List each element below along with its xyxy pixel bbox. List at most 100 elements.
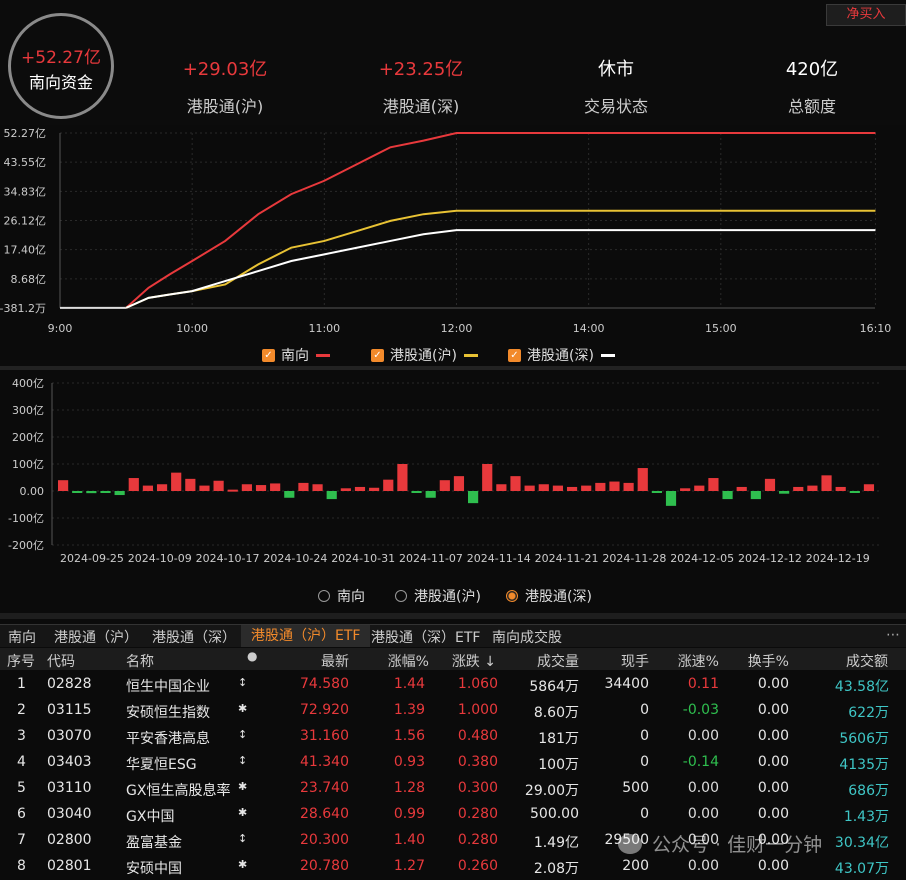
row-flag: ↕: [238, 676, 248, 689]
x-tick-label: 2024-10-09: [128, 552, 192, 565]
col-flag[interactable]: ●: [247, 649, 258, 663]
table-header: 序号 代码 名称 ● 最新 涨幅% 涨跌 ↓ 成交量 现手 涨速% 换手% 成交…: [0, 648, 906, 670]
bar: [284, 491, 295, 498]
table-row[interactable]: 4 03403 华夏恒ESG ↕ 41.340 0.93 0.380 100万 0 -0.14 0.…: [0, 750, 906, 776]
tab-southbound[interactable]: 南向: [8, 630, 36, 646]
bar: [764, 478, 776, 491]
row-change-pct: 1.56: [393, 728, 425, 744]
row-current-hand: 500: [622, 780, 649, 796]
watermark: 公众号 · 佳财一分钟: [618, 830, 822, 857]
x-tick-label: 11:00: [308, 322, 340, 335]
x-tick-label: 10:00: [176, 322, 208, 335]
tab-southbound-stocks[interactable]: 南向成交股: [492, 630, 562, 646]
net-buy-button[interactable]: 净买入: [826, 4, 906, 26]
row-name: 恒生中国企业: [126, 679, 210, 695]
legend-label: 港股通(深): [527, 348, 594, 364]
table-row[interactable]: 1 02828 恒生中国企业 ↕ 74.580 1.44 1.060 5864万 34400 0.…: [0, 672, 906, 698]
row-turnover: 0.00: [757, 676, 789, 692]
southbound-value: +52.27亿: [21, 48, 101, 68]
radio-icon[interactable]: [395, 590, 407, 602]
radio-southbound[interactable]: 南向: [318, 586, 365, 606]
col-last[interactable]: 最新: [321, 654, 349, 670]
bar: [58, 480, 69, 491]
tab-sh[interactable]: 港股通（沪）: [54, 630, 138, 646]
table-row[interactable]: 6 03040 GX中国 ✱ 28.640 0.99 0.280 500.00 0 0.00 0.0…: [0, 802, 906, 828]
bar: [72, 491, 83, 493]
radio-sz[interactable]: 港股通(深): [506, 586, 592, 606]
checkbox-icon[interactable]: ✓: [371, 348, 384, 362]
row-volume: 29.00万: [524, 783, 579, 799]
stat-value: 休市: [598, 59, 634, 80]
x-tick-label: 16:10: [860, 322, 892, 335]
x-tick-label: 14:00: [573, 322, 605, 335]
row-change: 0.280: [457, 832, 498, 848]
bar: [722, 491, 733, 500]
row-amount: 30.34亿: [834, 835, 889, 851]
row-change: 0.480: [457, 728, 498, 744]
bar: [142, 485, 154, 491]
row-change-pct: 1.44: [393, 676, 425, 692]
row-speed: 0.00: [687, 780, 719, 796]
row-code: 02828: [47, 676, 92, 692]
col-code[interactable]: 代码: [47, 654, 75, 670]
table-row[interactable]: 8 02801 安硕中国 ✱ 20.780 1.27 0.260 2.08万 200 0.00 0.…: [0, 854, 906, 880]
row-index: 4: [17, 754, 26, 770]
row-current-hand: 0: [640, 806, 649, 822]
row-flag: ✱: [238, 780, 248, 793]
legend-item-southbound[interactable]: ✓ 南向: [262, 346, 330, 364]
stat-value: 420亿: [785, 59, 839, 80]
tab-sz-etf[interactable]: 港股通（深）ETF: [371, 630, 481, 646]
table-row[interactable]: 5 03110 GX恒生高股息率 ✱ 23.740 1.28 0.300 29.00万 500 0…: [0, 776, 906, 802]
row-index: 7: [17, 832, 26, 848]
col-current-hand[interactable]: 现手: [621, 654, 649, 670]
col-speed[interactable]: 涨速%: [677, 654, 719, 670]
row-code: 03110: [47, 780, 92, 796]
col-volume[interactable]: 成交量: [537, 654, 579, 670]
radio-selected-icon[interactable]: [506, 590, 518, 602]
checkbox-icon[interactable]: ✓: [262, 348, 275, 362]
x-tick-label: 12:00: [441, 322, 473, 335]
row-turnover: 0.00: [757, 702, 789, 718]
radio-icon[interactable]: [318, 590, 330, 602]
y-tick-label: -200亿: [8, 539, 44, 552]
col-change-pct[interactable]: 涨幅%: [387, 654, 429, 670]
row-turnover: 0.00: [757, 754, 789, 770]
stat-sz: +23.25亿 港股通(深): [341, 55, 501, 117]
row-code: 02801: [47, 858, 92, 874]
table-row[interactable]: 2 03115 安硕恒生指数 ✱ 72.920 1.39 1.000 8.60万 0 -0.03 0…: [0, 698, 906, 724]
legend-item-sh[interactable]: ✓ 港股通(沪): [371, 346, 478, 364]
legend-swatch: [600, 353, 615, 357]
ellipsis-icon[interactable]: ⋯: [886, 627, 900, 643]
table-row[interactable]: 3 03070 平安香港高息 ↕ 31.160 1.56 0.480 181万 0 0.00 0.0…: [0, 724, 906, 750]
radio-sh[interactable]: 港股通(沪): [395, 586, 481, 606]
divider: [0, 366, 906, 370]
col-index[interactable]: 序号: [7, 654, 35, 670]
bar: [468, 491, 479, 504]
legend-item-sz[interactable]: ✓ 港股通(深): [508, 346, 615, 364]
col-turnover[interactable]: 换手%: [747, 654, 789, 670]
bar: [453, 476, 465, 491]
col-change[interactable]: 涨跌 ↓: [451, 654, 496, 670]
row-code: 03040: [47, 806, 92, 822]
bar: [482, 464, 493, 491]
bar: [665, 491, 677, 506]
table-row[interactable]: 7 02800 盈富基金 ↕ 20.300 1.40 0.280 1.49亿 29500 0.00…: [0, 828, 906, 854]
row-change-pct: 1.39: [393, 702, 425, 718]
col-amount[interactable]: 成交额: [846, 654, 888, 670]
y-tick-label: 8.68亿: [11, 273, 47, 286]
bar: [708, 478, 719, 491]
tab-sh-etf[interactable]: 港股通（沪）ETF: [241, 625, 371, 647]
y-tick-label: 43.55亿: [4, 156, 47, 169]
x-tick-label: 2024-11-21: [535, 552, 599, 565]
bar: [496, 484, 507, 491]
row-index: 1: [17, 676, 26, 692]
row-speed: 0.00: [687, 832, 719, 848]
y-tick-label: 34.83亿: [4, 185, 47, 198]
checkbox-icon[interactable]: ✓: [508, 348, 521, 362]
col-name[interactable]: 名称: [126, 654, 154, 670]
bar: [680, 488, 691, 491]
stat-value: +29.03亿: [182, 59, 268, 80]
splitter[interactable]: [0, 613, 906, 619]
tab-sz[interactable]: 港股通（深）: [152, 630, 236, 646]
row-volume: 5864万: [529, 679, 579, 695]
